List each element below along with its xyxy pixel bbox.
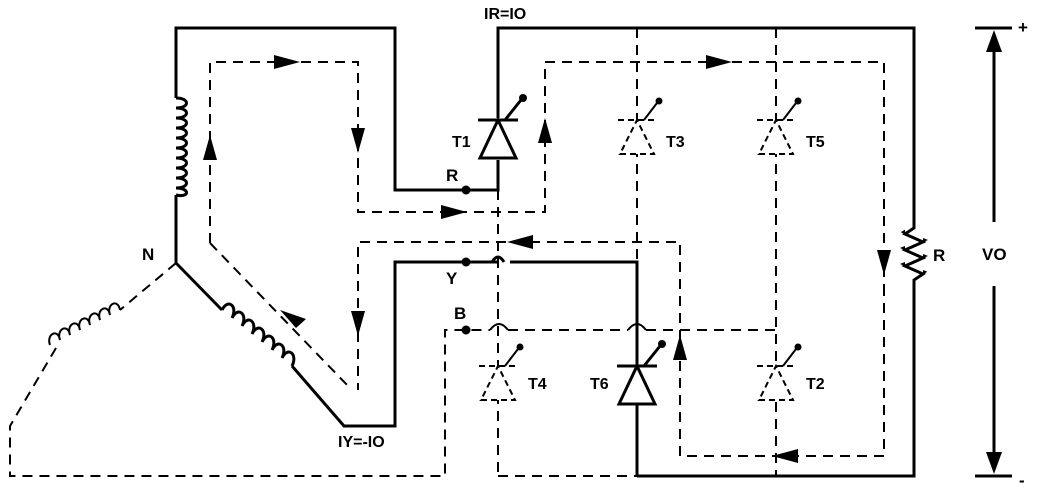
arrow-up-r-winding: [203, 135, 217, 160]
b-line-hop-t4: [489, 323, 509, 331]
label-t5: T5: [806, 134, 825, 151]
y-phase-wire-a: [174, 261, 224, 312]
thyristor-t6: [616, 340, 666, 406]
label-t3: T3: [666, 134, 685, 151]
y-line-hop: [490, 255, 506, 263]
label-vout: VO: [982, 245, 1007, 264]
y-bus-to-t6: [510, 260, 639, 368]
label-t2: T2: [806, 376, 825, 393]
arrow-down-load: [877, 250, 891, 275]
arrow-diagonal: [280, 310, 306, 328]
arrow-up-t6: [673, 335, 687, 360]
r-phase-coil: [175, 96, 188, 198]
arrow-top-right: [274, 55, 300, 69]
label-t6: T6: [590, 376, 609, 393]
label-current-r: IR=IO: [484, 6, 526, 23]
thyristor-t5: [757, 97, 802, 155]
positive-rail: [496, 26, 916, 218]
load-resistor-zigzag: [901, 222, 927, 286]
arrow-to-r: [441, 205, 467, 219]
y-phase-coil: [220, 302, 296, 367]
arrow-top-bridge: [706, 55, 732, 69]
label-t1: T1: [452, 134, 471, 151]
negative-rail: [637, 218, 916, 478]
arrow-down-y: [351, 311, 365, 336]
label-load-r: R: [933, 246, 945, 265]
junction-b: [461, 325, 471, 335]
thyristor-t1: [477, 94, 527, 160]
thyristor-t2: [757, 343, 802, 401]
r-phase-wire: [174, 26, 500, 192]
arrow-up-t1: [538, 118, 552, 143]
b-phase-wire-a: [119, 262, 177, 311]
current-loop-diagonal: [209, 242, 351, 389]
b-phase-wire-b: [9, 329, 490, 477]
label-node-r: R: [446, 166, 458, 185]
thyristor-t3: [618, 97, 663, 155]
label-node-b: B: [454, 304, 466, 323]
current-arrows: [203, 55, 891, 463]
label-plus: +: [1018, 18, 1028, 37]
label-current-y: IY=-IO: [338, 434, 385, 451]
current-loop-middle: [357, 241, 681, 390]
conduction-path: [174, 26, 916, 478]
label-node-y: Y: [446, 269, 458, 288]
arrow-down-left: [351, 128, 365, 153]
current-loop-upper: [209, 61, 885, 286]
label-t4: T4: [528, 376, 547, 393]
junction-y: [461, 257, 471, 267]
label-minus: -: [1019, 471, 1025, 490]
arrow-bottom-left: [772, 449, 798, 463]
b-line-hop-t6: [627, 323, 647, 331]
y-phase-wire-b: [290, 260, 498, 428]
junction-r: [461, 185, 471, 195]
vout-arrow-down-head: [986, 452, 1002, 474]
b-phase-coil: [48, 302, 121, 346]
vout-arrow-up-head: [986, 30, 1002, 52]
thyristor-t4: [479, 343, 524, 401]
current-loop-lower: [679, 286, 885, 457]
arrow-left-y: [507, 235, 533, 249]
label-node-n: N: [142, 245, 154, 264]
